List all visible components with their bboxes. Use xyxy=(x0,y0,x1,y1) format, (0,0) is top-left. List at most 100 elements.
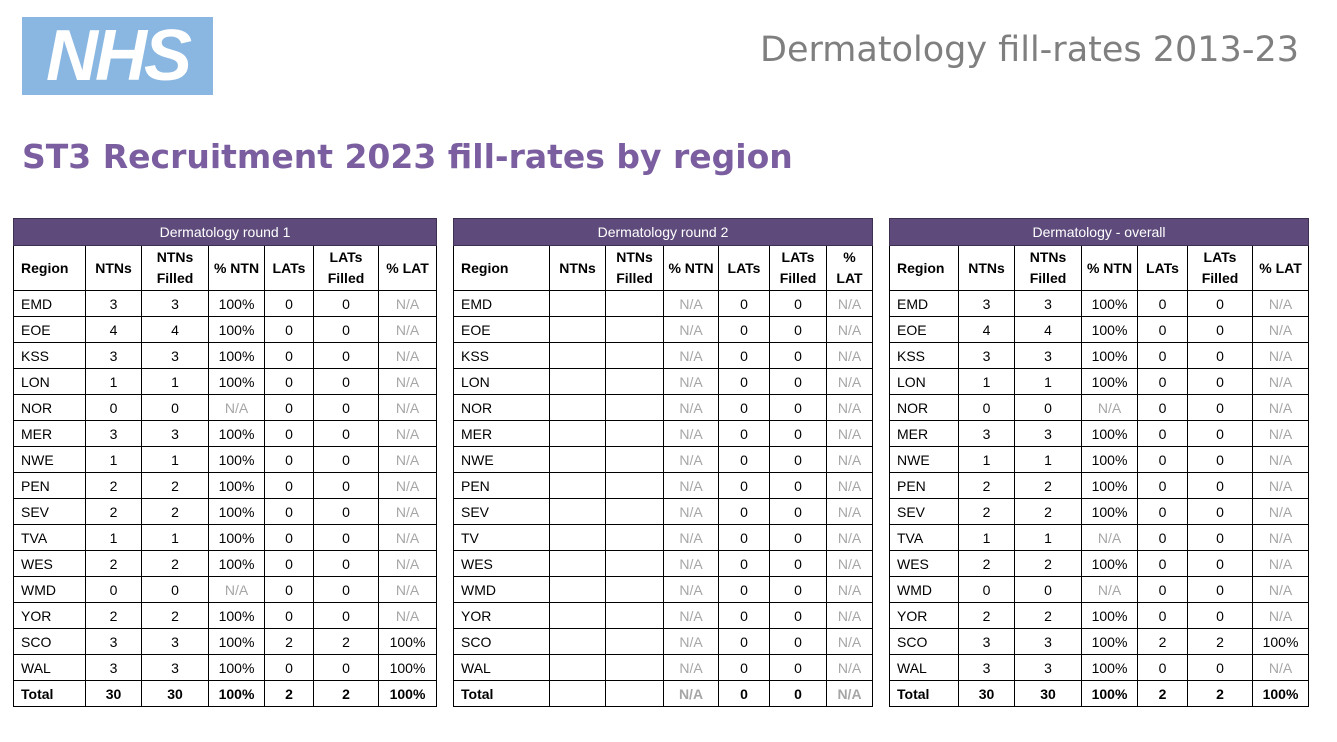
table-row: EOE 4 4 100% 0 0 N/A xyxy=(889,316,1310,343)
table-row: KSS N/A 0 0 N/A xyxy=(453,342,874,369)
total-row: Total 30 30 100% 2 2 100% xyxy=(13,680,438,707)
value-cell: N/A xyxy=(663,368,719,395)
value-cell: 0 xyxy=(1187,316,1253,343)
value-cell: N/A xyxy=(825,342,874,369)
region-cell: SEV xyxy=(13,498,86,525)
value-cell: 1 xyxy=(1014,368,1082,395)
region-cell: WAL xyxy=(889,654,959,681)
table-caption: Dermatology round 2 xyxy=(452,218,874,246)
value-cell xyxy=(549,550,606,577)
table-row: WES N/A 0 0 N/A xyxy=(453,550,874,577)
value-cell: 0 xyxy=(769,446,827,473)
table-row: EOE N/A 0 0 N/A xyxy=(453,316,874,343)
value-cell: 3 xyxy=(141,628,209,655)
value-cell: 0 xyxy=(264,576,314,603)
value-cell: 0 xyxy=(718,394,770,421)
value-cell: 2 xyxy=(1137,628,1188,655)
value-cell: 0 xyxy=(1137,342,1188,369)
value-cell: 100% xyxy=(1081,290,1138,317)
value-cell: 0 xyxy=(1187,342,1253,369)
value-cell: 0 xyxy=(1014,394,1082,421)
region-cell: WMD xyxy=(889,576,959,603)
table-row: SEV 2 2 100% 0 0 N/A xyxy=(13,498,438,525)
value-cell: 0 xyxy=(264,472,314,499)
value-cell: 4 xyxy=(958,316,1015,343)
value-cell xyxy=(605,498,664,525)
table-round-2: Dermatology round 2 Region NTNs NTNs Filled… xyxy=(452,218,874,707)
value-cell: N/A xyxy=(1251,342,1310,369)
value-cell: 2 xyxy=(1014,550,1082,577)
value-cell xyxy=(605,446,664,473)
column-header: Region xyxy=(453,245,550,291)
value-cell: 0 xyxy=(313,654,379,681)
value-cell: 0 xyxy=(264,602,314,629)
table-row: EOE 4 4 100% 0 0 N/A xyxy=(13,316,438,343)
value-cell: N/A xyxy=(1251,602,1310,629)
value-cell: N/A xyxy=(663,472,719,499)
value-cell: N/A xyxy=(825,524,874,551)
region-cell: YOR xyxy=(13,602,86,629)
value-cell: 0 xyxy=(718,446,770,473)
region-cell: KSS xyxy=(13,342,86,369)
table-row: NWE N/A 0 0 N/A xyxy=(453,446,874,473)
region-cell: TVA xyxy=(889,524,959,551)
value-cell: 0 xyxy=(769,342,827,369)
value-cell: N/A xyxy=(1251,654,1310,681)
value-cell xyxy=(549,394,606,421)
value-cell: 2 xyxy=(1187,628,1253,655)
region-cell: Total xyxy=(453,680,550,707)
region-cell: PEN xyxy=(889,472,959,499)
nhs-logo: NHS xyxy=(22,17,213,95)
value-cell: N/A xyxy=(377,472,438,499)
value-cell: 30 xyxy=(1014,680,1082,707)
value-cell: N/A xyxy=(377,368,438,395)
value-cell: 100% xyxy=(377,654,438,681)
value-cell: N/A xyxy=(825,550,874,577)
column-header: LATs Filled xyxy=(313,245,379,291)
table-row: NOR 0 0 N/A 0 0 N/A xyxy=(13,394,438,421)
region-cell: WAL xyxy=(13,654,86,681)
table-row: SEV 2 2 100% 0 0 N/A xyxy=(889,498,1310,525)
region-cell: YOR xyxy=(889,602,959,629)
value-cell: N/A xyxy=(1251,316,1310,343)
value-cell: 0 xyxy=(718,654,770,681)
value-cell: 30 xyxy=(141,680,209,707)
value-cell: N/A xyxy=(377,420,438,447)
value-cell xyxy=(605,472,664,499)
value-cell: 1 xyxy=(141,368,209,395)
value-cell: 3 xyxy=(958,654,1015,681)
value-cell: 100% xyxy=(1081,368,1138,395)
region-cell: MER xyxy=(13,420,86,447)
value-cell: 2 xyxy=(85,602,142,629)
column-header: Region xyxy=(889,245,959,291)
value-cell: 100% xyxy=(1081,628,1138,655)
value-cell xyxy=(549,628,606,655)
value-cell: 2 xyxy=(141,472,209,499)
value-cell xyxy=(605,524,664,551)
value-cell xyxy=(605,394,664,421)
value-cell: 0 xyxy=(313,602,379,629)
value-cell: 100% xyxy=(1081,654,1138,681)
value-cell: 100% xyxy=(208,472,265,499)
value-cell: 30 xyxy=(85,680,142,707)
value-cell: 3 xyxy=(958,628,1015,655)
value-cell: 2 xyxy=(85,472,142,499)
value-cell: 1 xyxy=(141,524,209,551)
value-cell: 100% xyxy=(208,368,265,395)
value-cell: 3 xyxy=(141,342,209,369)
value-cell: 3 xyxy=(141,290,209,317)
value-cell: 1 xyxy=(958,368,1015,395)
value-cell: 0 xyxy=(769,628,827,655)
value-cell: 0 xyxy=(264,550,314,577)
value-cell: N/A xyxy=(825,602,874,629)
value-cell: 0 xyxy=(1137,368,1188,395)
table-row: WAL 3 3 100% 0 0 N/A xyxy=(889,654,1310,681)
value-cell: N/A xyxy=(825,368,874,395)
table-row: KSS 3 3 100% 0 0 N/A xyxy=(13,342,438,369)
value-cell: N/A xyxy=(663,654,719,681)
region-cell: KSS xyxy=(453,342,550,369)
value-cell: 0 xyxy=(264,290,314,317)
value-cell: 2 xyxy=(958,550,1015,577)
region-cell: EMD xyxy=(453,290,550,317)
value-cell: N/A xyxy=(663,524,719,551)
